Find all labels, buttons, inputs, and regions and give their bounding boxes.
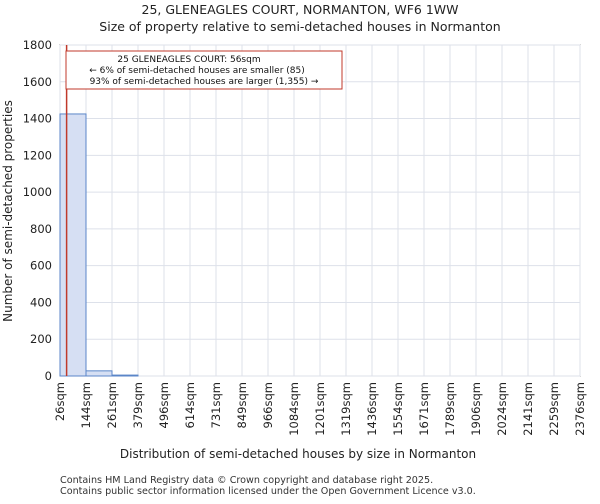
- x-tick-labels: 26sqm 144sqm 261sqm 379sqm 496sqm 614sqm 731sq…: [53, 382, 587, 436]
- x-tick-label: 1201sqm: [313, 382, 327, 436]
- histogram-bar: [59, 113, 87, 377]
- x-tick-label: 966sqm: [261, 382, 275, 428]
- x-tick-label: 2259sqm: [547, 382, 561, 436]
- x-tick-label: 26sqm: [53, 382, 67, 421]
- annotation-frame: [65, 50, 343, 90]
- y-tick-labels: 0 200 400 600 800 1000 1200 1400 1600 1800: [23, 38, 52, 383]
- footer-line-2: Contains public sector information licen…: [60, 486, 476, 497]
- y-tick-label: 200: [30, 332, 52, 346]
- x-tick-label: 2024sqm: [495, 382, 509, 436]
- x-tick-label: 1319sqm: [339, 382, 353, 436]
- x-tick-label: 2376sqm: [573, 382, 587, 436]
- x-tick-label: 731sqm: [209, 382, 223, 428]
- y-tick-label: 1600: [23, 75, 52, 89]
- x-axis-label: Distribution of semi-detached houses by …: [120, 447, 476, 461]
- annotation-line-3: 93% of semi-detached houses are larger (…: [90, 77, 319, 87]
- x-tick-label: 2141sqm: [521, 382, 535, 436]
- x-tick-label: 144sqm: [79, 382, 93, 428]
- x-tick-label: 496sqm: [157, 382, 171, 428]
- histogram-bar: [111, 374, 139, 377]
- x-tick-label: 1084sqm: [287, 382, 301, 436]
- x-tick-label: 849sqm: [235, 382, 249, 428]
- x-tick-label: 614sqm: [183, 382, 197, 428]
- y-tick-label: 600: [30, 259, 52, 273]
- y-tick-label: 1200: [23, 148, 52, 162]
- y-axis-label: Number of semi-detached properties: [1, 100, 15, 322]
- y-tick-label: 1800: [23, 38, 52, 52]
- y-tick-label: 1400: [23, 112, 52, 126]
- x-tick-label: 261sqm: [105, 382, 119, 428]
- x-tick-label: 1554sqm: [391, 382, 405, 436]
- x-tick-label: 1789sqm: [443, 382, 457, 436]
- annotation-box: 25 GLENEAGLES COURT: 56sqm ← 6% of semi-…: [65, 50, 343, 90]
- annotation-line-2: ← 6% of semi-detached houses are smaller…: [89, 66, 305, 76]
- y-tick-label: 0: [45, 369, 52, 383]
- chart-subtitle: Size of property relative to semi-detach…: [99, 19, 500, 34]
- x-tick-label: 379sqm: [131, 382, 145, 428]
- chart-title: 25, GLENEAGLES COURT, NORMANTON, WF6 1WW: [142, 2, 459, 17]
- annotation-line-1: 25 GLENEAGLES COURT: 56sqm: [117, 55, 260, 65]
- grid: [59, 44, 581, 377]
- x-tick-label: 1436sqm: [365, 382, 379, 436]
- x-tick-label: 1906sqm: [469, 382, 483, 436]
- bars: [59, 113, 139, 377]
- y-tick-label: 1000: [23, 185, 52, 199]
- y-tick-label: 800: [30, 222, 52, 236]
- footer-line-1: Contains HM Land Registry data © Crown c…: [60, 475, 433, 486]
- histogram-bar: [85, 370, 113, 377]
- y-tick-label: 400: [30, 295, 52, 309]
- x-tick-label: 1671sqm: [417, 382, 431, 436]
